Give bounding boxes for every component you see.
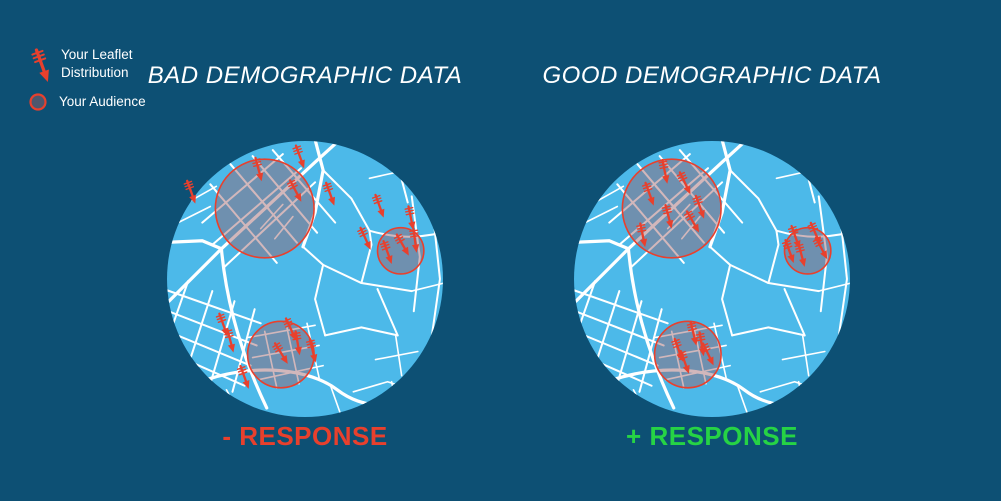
response-label-positive: + RESPONSE <box>626 421 798 451</box>
panel-title-good: GOOD DEMOGRAPHIC DATA <box>542 62 882 89</box>
audience-zone <box>621 158 722 259</box>
legend-label-audience: Your Audience <box>59 93 146 109</box>
legend: Your Leaflet Distribution Your Audience <box>28 46 153 112</box>
map-circle <box>574 141 850 417</box>
map-circle <box>167 141 443 417</box>
panel-good-demographic: GOOD DEMOGRAPHIC DATA + RESPONSE <box>543 0 881 501</box>
audience-zone <box>214 158 315 259</box>
audience-circle-icon <box>29 93 47 111</box>
audience-zone <box>653 320 722 389</box>
audience-zones <box>621 158 832 389</box>
map-good-demographic <box>574 141 850 417</box>
legend-item-audience: Your Audience <box>28 92 153 112</box>
map-bad-demographic <box>167 141 443 417</box>
response-label-negative: - RESPONSE <box>222 421 388 451</box>
legend-item-leaflet-distribution: Your Leaflet Distribution <box>28 46 153 88</box>
leaflet-dart-marker <box>183 179 198 205</box>
panel-title-bad: BAD DEMOGRAPHIC DATA <box>147 62 463 89</box>
audience-zone <box>376 226 425 275</box>
panel-bad-demographic: BAD DEMOGRAPHIC DATA - RESPONSE <box>148 0 462 501</box>
leaflet-dart-icon <box>30 48 51 84</box>
legend-label-leaflet-distribution: Your Leaflet Distribution <box>61 47 133 81</box>
